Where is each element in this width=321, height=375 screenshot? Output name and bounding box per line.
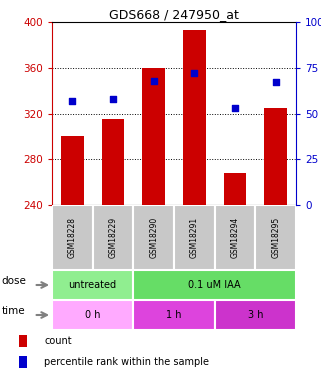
Bar — [174, 205, 215, 270]
Bar — [52, 270, 133, 300]
Bar — [52, 300, 133, 330]
Point — [192, 70, 197, 76]
Bar — [143, 68, 165, 205]
Text: GSM18228: GSM18228 — [68, 217, 77, 258]
Text: count: count — [44, 336, 72, 346]
Text: time: time — [2, 306, 25, 315]
Bar — [19, 356, 27, 368]
Bar — [19, 334, 27, 347]
Bar — [61, 136, 83, 205]
Point — [232, 105, 238, 111]
Bar — [255, 205, 296, 270]
Point — [151, 78, 156, 84]
Bar — [224, 173, 246, 205]
Text: 0.1 uM IAA: 0.1 uM IAA — [188, 280, 241, 290]
Bar — [133, 205, 174, 270]
Bar — [215, 205, 255, 270]
Bar — [215, 300, 296, 330]
Text: GSM18229: GSM18229 — [108, 217, 117, 258]
Text: GSM18291: GSM18291 — [190, 217, 199, 258]
Text: GSM18294: GSM18294 — [230, 217, 239, 258]
Text: GSM18295: GSM18295 — [271, 217, 280, 258]
Point — [110, 96, 116, 102]
Bar — [52, 205, 93, 270]
Bar — [93, 205, 133, 270]
Bar — [265, 108, 287, 205]
Text: 0 h: 0 h — [85, 310, 100, 320]
Text: dose: dose — [2, 276, 26, 285]
Text: percentile rank within the sample: percentile rank within the sample — [44, 357, 209, 367]
Text: 1 h: 1 h — [166, 310, 182, 320]
Point — [70, 98, 75, 104]
Text: untreated: untreated — [69, 280, 117, 290]
Text: GSM18290: GSM18290 — [149, 217, 158, 258]
Title: GDS668 / 247950_at: GDS668 / 247950_at — [109, 8, 239, 21]
Point — [273, 80, 278, 86]
Bar — [183, 30, 205, 205]
Bar — [133, 300, 215, 330]
Text: 3 h: 3 h — [247, 310, 263, 320]
Bar — [102, 119, 124, 205]
Bar — [133, 270, 296, 300]
